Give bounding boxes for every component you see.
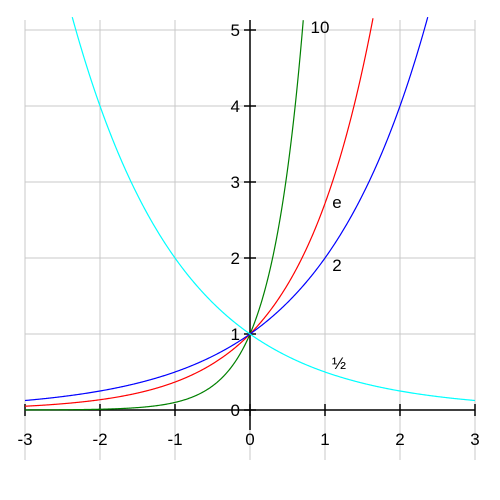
- curve-base-10: [25, 20, 304, 411]
- y-tick-label: 3: [231, 173, 240, 192]
- y-tick-label: 1: [231, 325, 240, 344]
- y-tick-label: 0: [231, 401, 240, 420]
- x-tick-label: -1: [167, 430, 182, 449]
- x-tick-label: 2: [395, 430, 404, 449]
- curve-base-half: [71, 16, 476, 402]
- y-tick-label: 4: [231, 97, 240, 116]
- y-tick-label: 5: [231, 21, 240, 40]
- curve-label-10: 10: [311, 18, 330, 37]
- x-tick-label: -3: [17, 430, 32, 449]
- y-tick-label: 2: [231, 249, 240, 268]
- curve-label-half: ½: [332, 354, 346, 373]
- curve-label-2: 2: [332, 256, 341, 275]
- curve-base-2: [24, 16, 429, 402]
- curve-base-e: [24, 18, 374, 407]
- x-tick-label: 0: [245, 430, 254, 449]
- curve-label-e: e: [332, 193, 341, 212]
- x-tick-label: -2: [92, 430, 107, 449]
- axes: [24, 20, 476, 430]
- x-tick-label: 3: [470, 430, 479, 449]
- x-tick-label: 1: [320, 430, 329, 449]
